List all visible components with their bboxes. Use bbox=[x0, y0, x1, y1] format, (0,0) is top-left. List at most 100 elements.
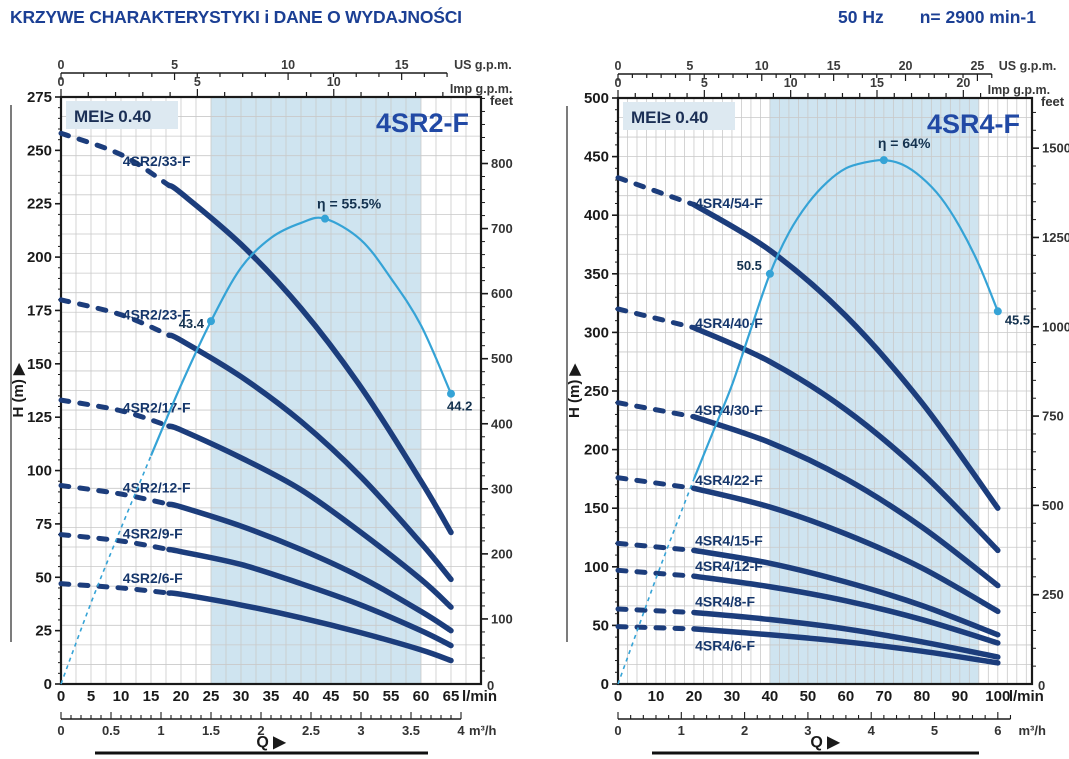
pump-curve-4SR2/17-F: 4SR2/17-F bbox=[58, 397, 454, 610]
mei-badge bbox=[66, 101, 178, 129]
efficiency-point-label: 45.5 bbox=[1005, 312, 1030, 327]
h-axis-tick-label: 100 bbox=[584, 559, 609, 576]
m3h-tick-label: 2 bbox=[741, 723, 748, 738]
pump-curve-label: 4SR4/40-F bbox=[695, 315, 763, 331]
feet-axis-unit: feet bbox=[1041, 94, 1065, 109]
usgpm-tick-label: 15 bbox=[395, 58, 409, 72]
feet-axis-tick-label: 1500 bbox=[1042, 141, 1069, 156]
lmin-tick-label: 80 bbox=[914, 688, 931, 705]
pump-curve-label: 4SR2/6-F bbox=[123, 570, 183, 586]
h-axis-tick-label: 250 bbox=[584, 383, 609, 400]
lmin-tick-label: 30 bbox=[233, 688, 250, 705]
feet-axis-tick-label: 300 bbox=[491, 481, 513, 496]
impgpm-tick-label: 5 bbox=[194, 75, 201, 89]
lmin-tick-label: 70 bbox=[876, 688, 893, 705]
usgpm-tick-label: 0 bbox=[615, 59, 622, 73]
h-axis-tick-label: 150 bbox=[27, 356, 52, 373]
pump-curve-label: 4SR4/8-F bbox=[695, 593, 755, 609]
feet-axis-tick-label: 250 bbox=[1042, 587, 1064, 602]
feet-axis-tick-label: 600 bbox=[491, 286, 513, 301]
mei-label: MEI≥ 0.40 bbox=[631, 108, 708, 127]
usgpm-tick-label: 10 bbox=[281, 58, 295, 72]
m3h-tick-label: 0 bbox=[57, 723, 64, 738]
feet-axis-tick-label: 800 bbox=[491, 156, 513, 171]
lmin-tick-label: 0 bbox=[57, 688, 65, 705]
pump-curve-4SR2/12-F: 4SR2/12-F bbox=[58, 479, 454, 634]
pump-curve-4SR2/6-F: 4SR2/6-F bbox=[58, 570, 454, 664]
efficiency-peak-point bbox=[879, 156, 888, 165]
lmin-tick-label: 50 bbox=[353, 688, 370, 705]
h-axis-title: H (m) ▶ bbox=[566, 363, 583, 418]
usgpm-tick-label: 5 bbox=[171, 58, 178, 72]
q-axis-label: Q ▶ bbox=[810, 734, 840, 751]
lmin-tick-label: 40 bbox=[293, 688, 310, 705]
efficiency-point bbox=[993, 307, 1002, 316]
chart-4SR4-F: 0501001502002503003504004505002505007501… bbox=[566, 59, 1069, 755]
feet-axis-tick-label: 200 bbox=[491, 546, 513, 561]
usgpm-tick-label: 20 bbox=[899, 59, 913, 73]
impgpm-tick-label: 0 bbox=[58, 75, 65, 89]
h-axis-tick-label: 25 bbox=[35, 623, 52, 640]
h-axis-tick-label: 250 bbox=[27, 142, 52, 159]
pump-curve-4SR4/40-F: 4SR4/40-F bbox=[615, 306, 1001, 554]
feet-axis-tick-label: 400 bbox=[491, 416, 513, 431]
h-axis-tick-label: 100 bbox=[27, 463, 52, 480]
page-title: KRZYWE CHARAKTERYSTYKI i DANE O WYDAJNOŚ… bbox=[10, 7, 462, 27]
h-axis-tick-label: 350 bbox=[584, 266, 609, 283]
efficiency-curve: η = 64% 50.5 45.5 bbox=[617, 135, 1030, 685]
m3h-tick-label: 3 bbox=[804, 723, 811, 738]
pump-curve-4SR4/6-F: 4SR4/6-F bbox=[615, 624, 1001, 666]
pump-curve-label: 4SR4/15-F bbox=[695, 533, 763, 549]
pump-curve-4SR4/54-F: 4SR4/54-F bbox=[615, 175, 1001, 511]
h-axis-tick-label: 0 bbox=[601, 676, 609, 693]
h-axis-tick-label: 275 bbox=[27, 89, 52, 106]
m3h-axis-unit: m³/h bbox=[1018, 723, 1045, 738]
usgpm-tick-label: 15 bbox=[827, 59, 841, 73]
efficiency-point bbox=[447, 389, 455, 398]
usgpm-axis-unit: US g.p.m. bbox=[999, 59, 1057, 73]
efficiency-peak-point bbox=[321, 214, 329, 223]
h-axis-title: H (m) ▶ bbox=[10, 362, 27, 417]
header-spec: 50 Hz n= 2900 min-1 bbox=[838, 7, 1036, 28]
pump-curve-label: 4SR2/33-F bbox=[123, 153, 191, 169]
lmin-axis-unit: l/min bbox=[1009, 688, 1044, 705]
speed-label: n= 2900 min-1 bbox=[919, 7, 1036, 27]
efficiency-curve: η = 55.5% 43.4 44.2 bbox=[60, 196, 472, 685]
impgpm-tick-label: 15 bbox=[870, 76, 884, 90]
usgpm-tick-label: 5 bbox=[686, 59, 693, 73]
chart-title: 4SR2-F bbox=[376, 108, 469, 138]
h-axis-tick-label: 225 bbox=[27, 196, 52, 213]
h-axis-tick-label: 125 bbox=[27, 409, 52, 426]
efficiency-point bbox=[765, 269, 774, 278]
feet-axis-zero: 0 bbox=[1038, 678, 1045, 693]
m3h-tick-label: 3.5 bbox=[402, 723, 420, 738]
chart-4SR2-F: 0255075100125150175200225250275100200300… bbox=[10, 58, 514, 755]
pump-curve-4SR2/23-F: 4SR2/23-F bbox=[58, 297, 454, 583]
feet-axis-tick-label: 750 bbox=[1042, 409, 1064, 424]
lmin-tick-label: 40 bbox=[762, 688, 779, 705]
m3h-tick-label: 5 bbox=[931, 723, 938, 738]
pump-curve-label: 4SR2/12-F bbox=[123, 479, 191, 495]
lmin-tick-label: 20 bbox=[173, 688, 190, 705]
lmin-tick-label: 90 bbox=[951, 688, 968, 705]
pump-curve-label: 4SR2/17-F bbox=[123, 399, 191, 415]
m3h-axis-unit: m³/h bbox=[469, 723, 497, 738]
lmin-tick-label: 60 bbox=[838, 688, 855, 705]
grid bbox=[61, 97, 481, 684]
efficiency-peak-label: η = 64% bbox=[878, 135, 931, 151]
pump-curve-label: 4SR4/12-F bbox=[695, 558, 763, 574]
pump-curve-4SR4/12-F: 4SR4/12-F bbox=[615, 558, 1001, 646]
usgpm-tick-label: 25 bbox=[970, 59, 984, 73]
pump-curve-4SR4/22-F: 4SR4/22-F bbox=[615, 472, 1001, 615]
lmin-tick-label: 45 bbox=[323, 688, 340, 705]
lmin-tick-label: 55 bbox=[383, 688, 400, 705]
impgpm-tick-label: 10 bbox=[784, 76, 798, 90]
impgpm-tick-label: 20 bbox=[956, 76, 970, 90]
pump-curve-label: 4SR2/9-F bbox=[123, 525, 183, 541]
m3h-tick-label: 1.5 bbox=[202, 723, 220, 738]
h-axis-tick-label: 0 bbox=[44, 676, 52, 693]
lmin-tick-label: 10 bbox=[113, 688, 130, 705]
h-axis-tick-label: 400 bbox=[584, 207, 609, 224]
frequency-label: 50 Hz bbox=[838, 7, 884, 27]
